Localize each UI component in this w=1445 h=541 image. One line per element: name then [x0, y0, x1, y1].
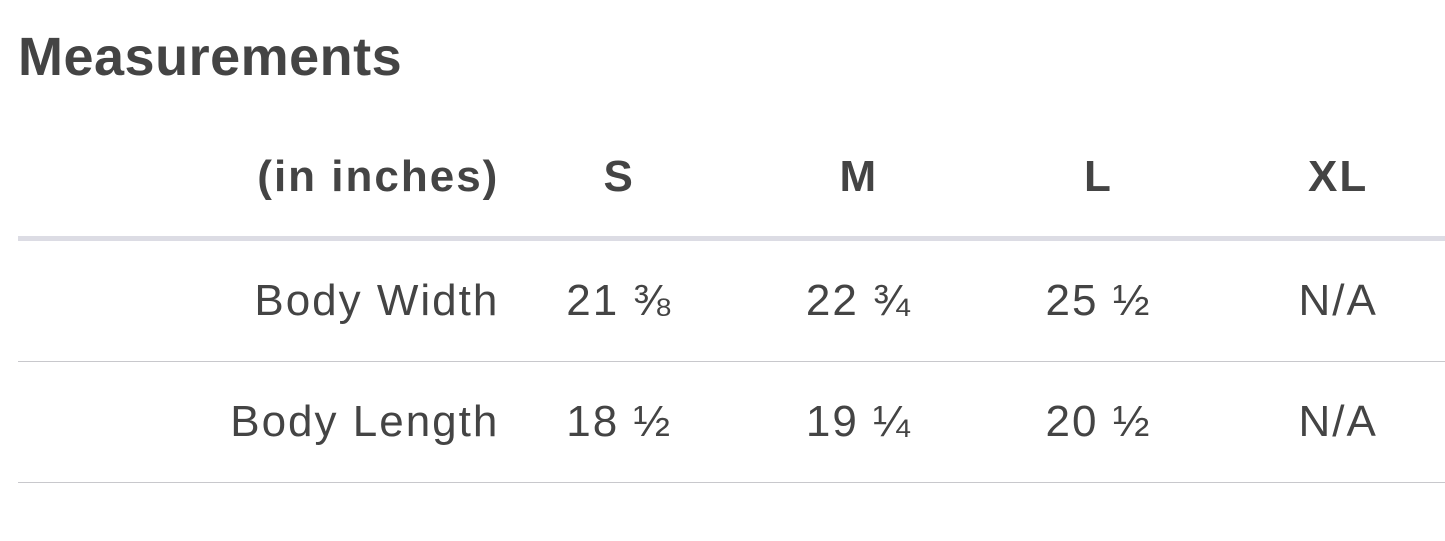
size-header-l: L — [978, 118, 1219, 241]
measurements-table: (in inches) S M L XL Body Width 21 ⅜ 22 … — [18, 118, 1445, 483]
cell: N/A — [1218, 238, 1445, 362]
header-row: (in inches) S M L XL — [18, 118, 1445, 241]
table-row: Body Length 18 ½ 19 ¼ 20 ½ N/A — [18, 361, 1445, 483]
cell: 19 ¼ — [738, 361, 979, 483]
page-title: Measurements — [18, 27, 403, 87]
cell: 21 ⅜ — [499, 238, 739, 362]
cell: 25 ½ — [978, 238, 1219, 362]
cell: 22 ¾ — [738, 238, 979, 362]
row-label: Body Length — [18, 361, 500, 483]
unit-header: (in inches) — [18, 118, 500, 241]
cell: 20 ½ — [978, 361, 1219, 483]
size-header-s: S — [499, 118, 739, 241]
row-label: Body Width — [18, 238, 500, 362]
table-row: Body Width 21 ⅜ 22 ¾ 25 ½ N/A — [18, 238, 1445, 362]
cell: 18 ½ — [499, 361, 739, 483]
cell: N/A — [1218, 361, 1445, 483]
size-header-xl: XL — [1218, 118, 1445, 241]
size-header-m: M — [738, 118, 979, 241]
